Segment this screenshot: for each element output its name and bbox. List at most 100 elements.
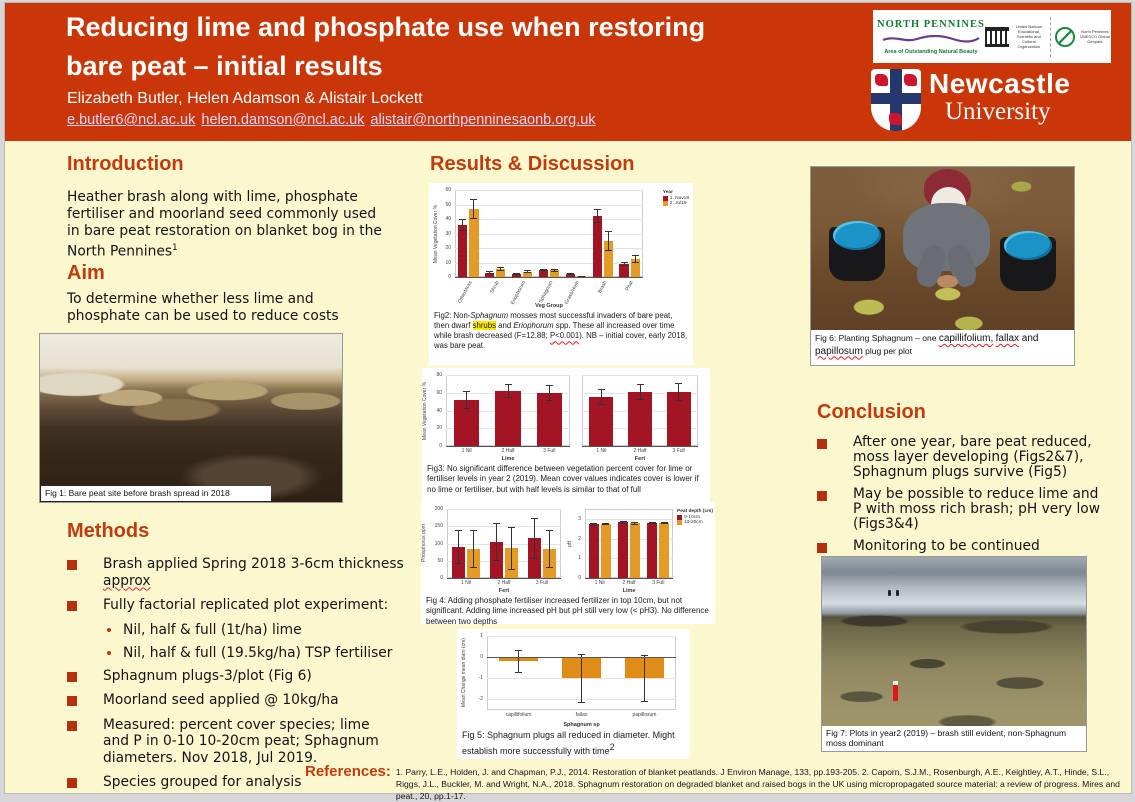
chart-evl xyxy=(596,208,598,224)
fig1-caption: Fig 1: Bare peat site before brash sprea… xyxy=(41,486,271,501)
square-bullet-icon xyxy=(67,560,77,570)
chart-ecap xyxy=(493,522,501,524)
distant-person xyxy=(888,589,891,596)
square-bullet-icon xyxy=(817,543,827,553)
chart-ecap xyxy=(455,529,463,531)
fig3-panel: 0 20 40 60 80 1 Nil 2 Half 3 Full Mean Vegetatio… xyxy=(422,368,710,502)
logo-divider xyxy=(1049,16,1051,57)
chart-ytk: 30 xyxy=(445,230,451,237)
chart-xlb: Fert xyxy=(634,456,646,462)
chart-ecap xyxy=(463,390,471,392)
aim-body: To determine whether less lime and phosp… xyxy=(67,291,339,324)
chart-ytk: 20 xyxy=(445,245,451,251)
chart-bar xyxy=(666,391,691,446)
list-item: Brash applied Spring 2018 3-6cm thicknes… xyxy=(61,556,405,589)
chart-ecap xyxy=(602,522,610,524)
chart-grid xyxy=(455,233,643,235)
chart-ecap xyxy=(551,270,559,272)
chart-evl xyxy=(462,219,464,231)
fig3-fert-chart: 1 Nil 2 Half 3 Full Fert xyxy=(574,370,704,462)
chart-bar xyxy=(603,240,613,277)
chart-sw xyxy=(677,515,683,520)
chart-ytk: 1 xyxy=(480,633,483,639)
chart-ecap xyxy=(524,272,532,274)
chart-ecap xyxy=(507,568,515,570)
chart-bar xyxy=(495,390,521,446)
chart-ecap xyxy=(504,397,512,399)
chart-ecap xyxy=(469,530,477,532)
chart-evl xyxy=(548,384,550,401)
list-item: After one year, bare peat reduced, moss … xyxy=(811,435,1131,480)
chart-evl xyxy=(518,649,519,673)
distant-person xyxy=(895,589,899,596)
email-link-1[interactable]: e.butler6@ncl.ac.uk xyxy=(67,112,196,128)
blue-bag xyxy=(1003,230,1053,261)
chart-evl xyxy=(534,517,536,560)
email-link-3[interactable]: alistair@northpenninesaonb.org.uk xyxy=(370,112,596,128)
chart-ecap xyxy=(459,229,467,231)
chart-ecap xyxy=(620,261,628,263)
chart-ecap xyxy=(524,270,532,272)
chart-ecap xyxy=(497,267,505,269)
chart-ecap xyxy=(660,522,668,524)
fig3-caption: Fig3: No significant difference between … xyxy=(427,464,699,494)
chart-ecap xyxy=(675,382,683,384)
chart-bar xyxy=(458,224,468,277)
chart-ylb: Phosphorus ppm xyxy=(421,524,427,563)
chart-grid xyxy=(447,560,561,562)
chart-ecap xyxy=(545,567,553,569)
chart-lgr: 2. Jul19 xyxy=(662,201,689,206)
list-item: Fully factorial replicated plot experime… xyxy=(61,597,405,614)
chart-ecap xyxy=(636,398,644,400)
fig6-caption: Fig 6: Planting Sphagnum – one capillifo… xyxy=(811,331,1074,360)
chart-ecap xyxy=(470,218,478,219)
chart-ecap xyxy=(597,389,605,391)
chart-xtk: 2 Half xyxy=(622,580,636,586)
chart-grid xyxy=(447,526,561,528)
fig7-caption: Fig 7: Plots in year2 (2019) – brash sti… xyxy=(822,725,1086,751)
chart-bar xyxy=(469,208,479,277)
author-emails: e.butler6@ncl.ac.uk helen.damson@ncl.ac.u… xyxy=(67,112,602,128)
chart-evl xyxy=(644,655,645,702)
chart-ytk: -2 xyxy=(478,696,483,703)
fig6-photo-panel: Fig 6: Planting Sphagnum – one capillifo… xyxy=(810,166,1075,366)
chart-ecap xyxy=(648,522,656,524)
chart-xtk: 2 Half xyxy=(497,580,511,586)
chart-ecap xyxy=(515,672,522,673)
chart-evl xyxy=(634,255,636,263)
chart-bar xyxy=(630,523,640,578)
chart-ecap xyxy=(545,384,553,386)
authors: Elizabeth Butler, Helen Adamson & Alista… xyxy=(67,90,423,107)
chart-xtk: papillosum xyxy=(632,712,657,718)
fig1-photo-panel: Fig 1: Bare peat site before brash sprea… xyxy=(39,333,343,503)
email-link-2[interactable]: helen.damson@ncl.ac.uk xyxy=(201,112,365,128)
chart-xlb: Lime xyxy=(622,588,636,594)
chart-ytk: 50 xyxy=(445,201,451,208)
partner-logo-box: NORTH PENNINES Area of Outstanding Natur… xyxy=(873,10,1111,63)
chart-lgr: 1. Nov18 xyxy=(662,196,689,201)
chart-evl xyxy=(466,390,468,409)
chart-ecap xyxy=(551,269,559,271)
red-plot-marker xyxy=(893,681,899,702)
chart-bar xyxy=(589,397,614,446)
chart-ecap xyxy=(513,273,521,275)
chart-ecap xyxy=(504,383,512,385)
chart-ytk: 100 xyxy=(434,540,443,547)
chart-evl xyxy=(593,522,595,526)
chart-ylb: pH xyxy=(567,540,573,547)
chart-xtk: 3 Full xyxy=(543,448,556,454)
chart-pframe xyxy=(585,509,673,578)
fig7-photo-panel: Fig 7: Plots in year2 (2019) – brash sti… xyxy=(821,556,1087,752)
chart-ecap xyxy=(513,274,521,276)
chart-ecap xyxy=(619,522,627,524)
fig4-ph-chart: 0 1 2 3 1 Nil 2 Half 3 Full pH Lime Peat depth (c… xyxy=(567,504,713,594)
square-bullet-icon xyxy=(67,696,77,706)
square-bullet-icon xyxy=(67,601,77,611)
square-bullet-icon xyxy=(67,720,77,731)
conclusion-heading: Conclusion xyxy=(817,401,926,423)
chart-evl xyxy=(639,383,641,400)
blue-bag xyxy=(832,220,882,251)
chart-xtk: 1 Nil xyxy=(596,448,607,454)
chart-evl xyxy=(605,522,607,526)
chart-xtk: 1 Nil xyxy=(460,580,471,586)
